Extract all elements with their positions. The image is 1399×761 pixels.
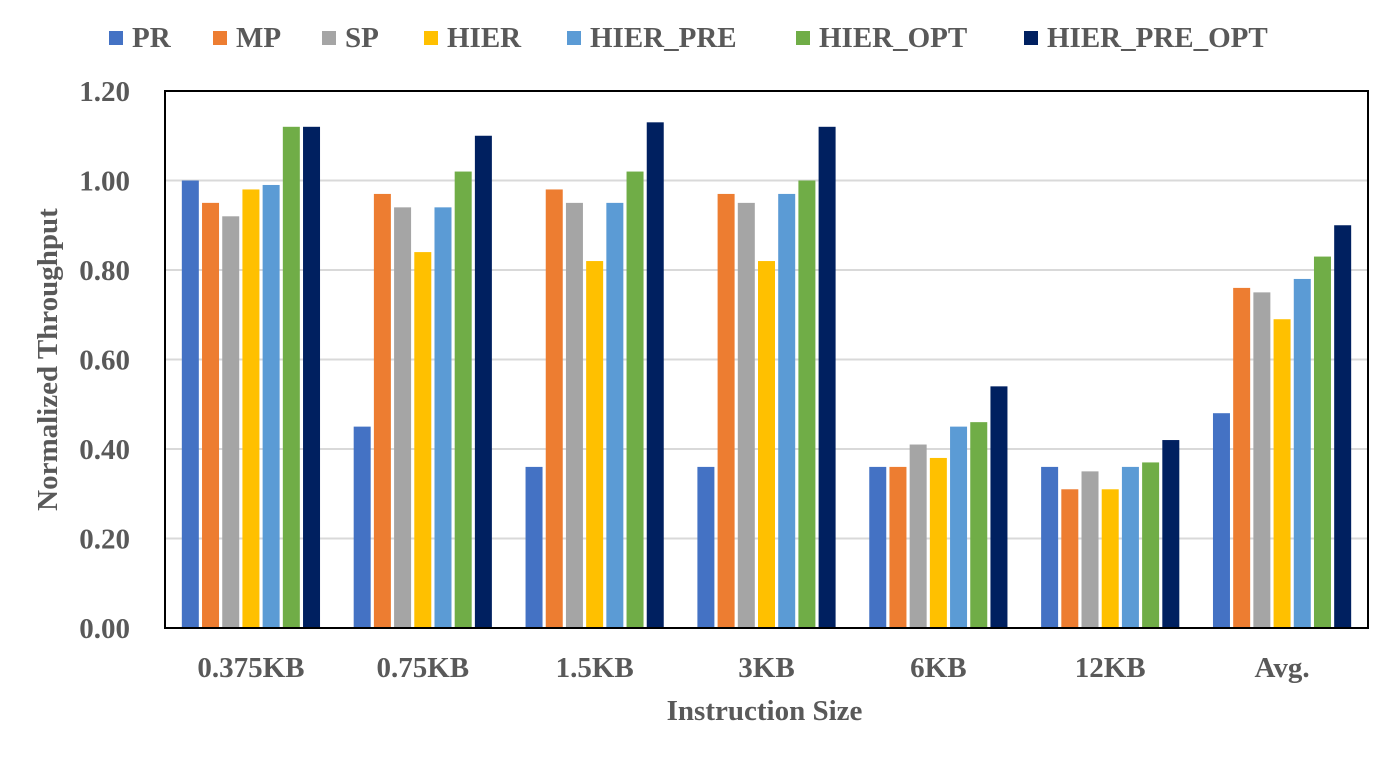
bar-hier-pre-opt [646,122,664,628]
legend-label: HIER_PRE [590,22,737,54]
bar-hier-opt [798,180,816,628]
bar-hier-pre-opt [303,126,321,629]
legend-label: HIER_PRE_OPT [1047,22,1268,54]
bar-sp [737,202,755,628]
bar-hier [414,252,432,628]
x-tick-label: 12KB [1075,652,1146,684]
legend-swatch-hier [424,31,438,45]
x-axis-ticks: 0.375KB 0.75KB 1.5KB 3KB 6KB 12KB Avg. [197,652,1309,684]
bar-hier-pre [1293,278,1311,628]
bar-pr [1041,466,1059,628]
bar-hier-opt [454,171,472,629]
bar-hier-opt [282,126,300,629]
bar-hier-pre-opt [990,386,1008,628]
bar-hier [929,457,947,628]
bar-mp [202,202,220,628]
legend-swatch-hier-opt [796,31,810,45]
bar-sp [222,216,240,629]
legend-swatch-mp [213,31,227,45]
x-tick-label: 0.375KB [197,652,304,684]
bar-hier-pre-opt [1162,440,1180,628]
bar-pr [697,466,715,628]
legend-swatch-hier-pre-opt [1024,31,1038,45]
legend-label: MP [236,22,281,54]
bar-pr [869,466,887,628]
bar-hier [758,261,775,628]
bar-hier-opt [1313,256,1331,628]
bar-hier [586,261,604,628]
y-tick-label: 0.80 [79,255,130,287]
bar-mp [1233,287,1251,628]
bar-sp [909,444,927,628]
legend-swatch-sp [322,31,336,45]
bar-hier [242,189,260,628]
bar-mp [717,193,735,629]
legend-swatch-hier-pre [567,31,581,45]
bar-mp [373,193,391,629]
bar-pr [1212,413,1230,628]
x-tick-label: 0.75KB [376,652,469,684]
x-tick-label: 6KB [910,652,966,684]
legend: PR MP SP HIER HIER_PRE HIER_OPT HIER_PRE_OPT [109,22,1268,54]
legend-label: SP [345,22,379,54]
bar-pr [525,466,543,628]
bar-hier-pre [606,202,624,628]
y-tick-label: 0.00 [79,613,130,645]
bar-sp [1253,292,1271,628]
y-axis-ticks: 0.00 0.20 0.40 0.60 0.80 1.00 1.20 [79,76,130,645]
bar-hier-pre [950,426,968,628]
legend-label: PR [132,22,172,54]
x-tick-label: 3KB [738,652,794,684]
bar-sp [394,207,412,628]
x-axis-title: Instruction Size [667,695,863,727]
bar-hier-pre [434,207,452,628]
y-tick-label: 0.60 [79,345,130,377]
bar-mp [1061,489,1079,628]
bar-sp [565,202,583,628]
y-tick-label: 0.40 [79,434,130,466]
x-tick-label: Avg. [1255,652,1310,684]
bar-hier [1273,319,1291,628]
bar-pr [181,180,199,628]
plot-area-frame [164,90,1369,629]
y-tick-label: 1.20 [79,76,130,108]
bar-hier-opt [626,171,644,629]
x-tick-label: 1.5KB [556,652,634,684]
bar-hier [1101,489,1119,628]
bar-mp [889,466,907,628]
bar-mp [545,189,563,628]
bar-hier-pre-opt [818,126,836,629]
y-axis-title: Normalized Throughput [32,208,64,511]
legend-label: HIER_OPT [819,22,967,54]
bar-hier-pre-opt [1334,225,1352,628]
bar-pr [353,426,371,628]
bar-hier-pre-opt [474,135,492,628]
bars [181,122,1352,629]
y-tick-label: 0.20 [79,524,130,556]
bar-sp [1081,471,1099,628]
bar-hier-pre [778,193,796,629]
y-tick-label: 1.00 [79,166,130,198]
bar-hier-pre [262,184,280,628]
bar-hier-pre [1121,466,1139,628]
bar-hier-opt [970,422,988,628]
legend-swatch-pr [109,31,123,45]
legend-label: HIER [447,22,522,54]
bar-hier-opt [1142,462,1160,628]
